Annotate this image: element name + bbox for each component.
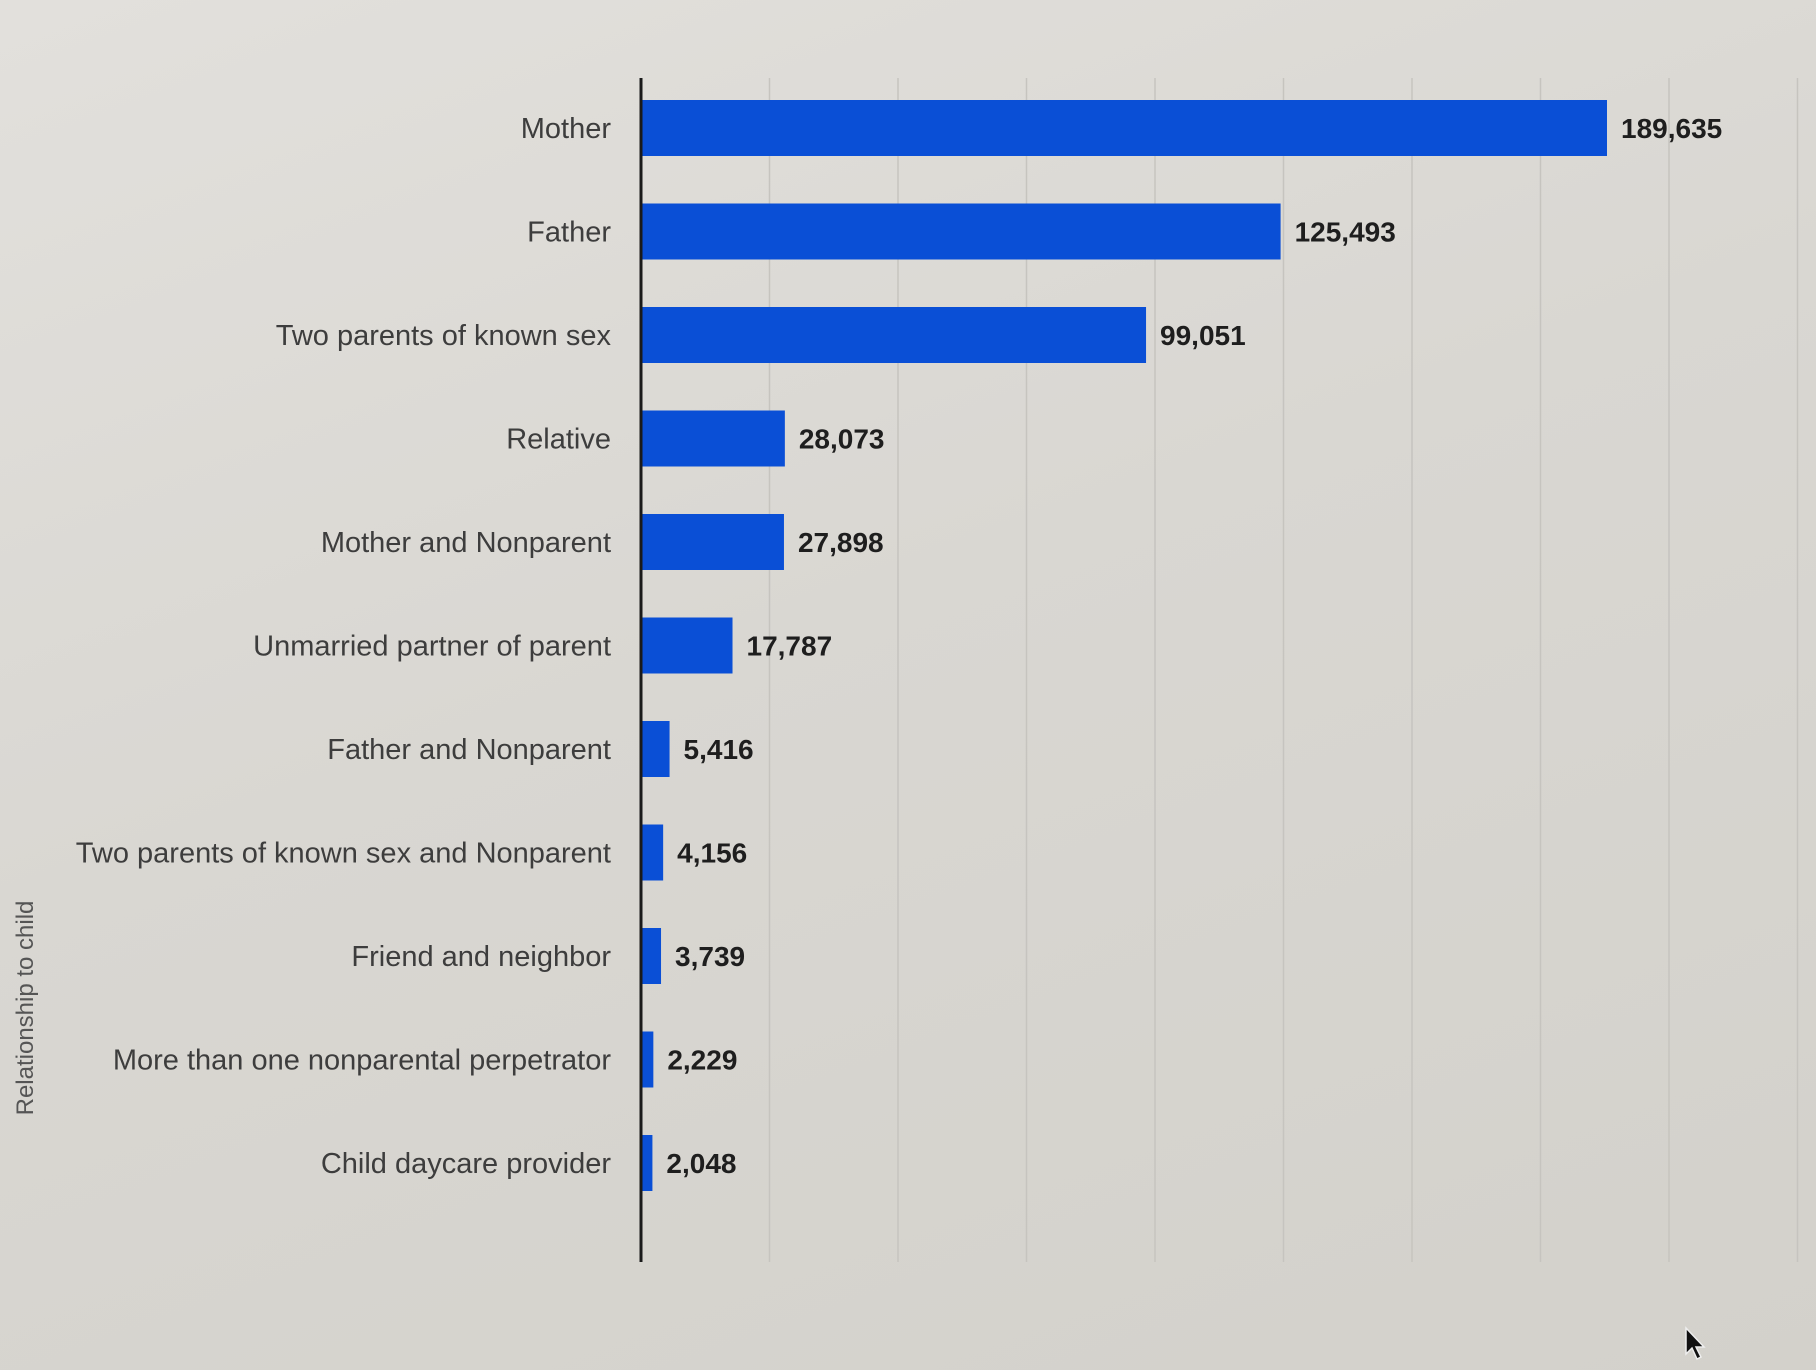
data-label: 5,416 [684,734,754,765]
bar [642,617,733,674]
data-label: 27,898 [798,527,884,558]
category-label: Relative [506,424,611,456]
bar [642,721,670,777]
bar [642,410,785,467]
data-label: 17,787 [747,631,833,662]
category-label: Child daycare provider [321,1148,611,1180]
category-label: Father [527,217,611,249]
data-label: 99,051 [1160,320,1246,351]
category-label: Two parents of known sex and Nonparent [76,838,611,870]
bar [642,514,784,570]
category-label: Two parents of known sex [276,320,612,352]
bar [642,1031,654,1088]
bar [642,824,664,881]
category-label: Unmarried partner of parent [253,631,611,663]
data-label: 2,048 [666,1148,736,1179]
data-label: 28,073 [799,424,885,455]
data-label: 189,635 [1621,113,1722,144]
mouse-pointer-icon [1685,1326,1706,1361]
category-label: Father and Nonparent [327,734,611,766]
category-label: More than one nonparental perpetrator [113,1045,612,1077]
data-label: 125,493 [1295,217,1396,248]
bars [642,100,1607,1191]
bar [642,1135,653,1191]
value-labels: 189,635 125,493 99,051 28,073 27,898 17,787 5,… [666,113,1722,1179]
bar [642,307,1147,363]
y-axis-title: Relationship to child [12,901,39,1116]
data-label: 3,739 [675,941,745,972]
data-label: 4,156 [677,838,747,869]
category-label: Friend and neighbor [351,941,611,973]
data-label: 2,229 [667,1045,737,1076]
bar [642,100,1607,156]
gridlines [768,78,1799,1262]
category-label: Mother and Nonparent [321,527,611,559]
bar [642,928,662,984]
category-labels: Mother Father Two parents of known sex Rela… [76,113,612,1180]
bar [642,203,1281,260]
category-label: Mother [521,113,612,145]
